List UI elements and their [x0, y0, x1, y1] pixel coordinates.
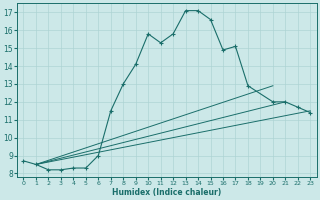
X-axis label: Humidex (Indice chaleur): Humidex (Indice chaleur): [112, 188, 221, 197]
